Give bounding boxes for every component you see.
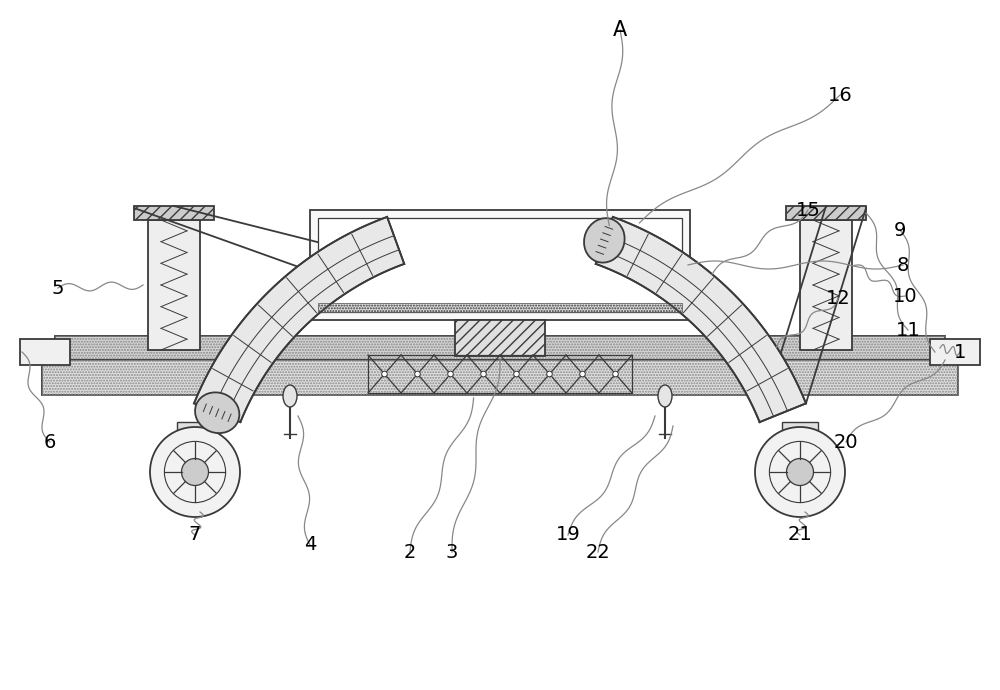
Bar: [148, 220, 200, 350]
Bar: [20, 339, 70, 365]
Text: 6: 6: [44, 433, 56, 451]
Bar: [930, 339, 980, 365]
Bar: [786, 206, 866, 220]
Bar: [782, 422, 818, 434]
Text: A: A: [613, 20, 627, 40]
Text: 11: 11: [896, 320, 920, 339]
Bar: [455, 320, 545, 356]
Bar: [55, 336, 945, 360]
Text: 8: 8: [897, 255, 909, 275]
Text: 19: 19: [556, 526, 580, 544]
Circle shape: [755, 427, 845, 517]
Bar: [368, 355, 632, 393]
Text: 20: 20: [834, 433, 858, 451]
Bar: [42, 360, 958, 395]
Text: 7: 7: [189, 526, 201, 544]
Bar: [310, 210, 690, 320]
Bar: [800, 220, 852, 350]
Circle shape: [382, 371, 387, 377]
Circle shape: [448, 371, 453, 377]
Circle shape: [514, 371, 519, 377]
Ellipse shape: [584, 218, 625, 263]
Circle shape: [182, 458, 209, 486]
Text: 22: 22: [586, 542, 610, 562]
Text: 16: 16: [828, 86, 852, 104]
Polygon shape: [596, 217, 806, 422]
Text: 1: 1: [954, 342, 966, 362]
Text: 5: 5: [52, 279, 64, 297]
Text: 4: 4: [304, 535, 316, 555]
Text: 2: 2: [404, 542, 416, 562]
Circle shape: [481, 371, 486, 377]
Text: 12: 12: [826, 288, 850, 308]
Bar: [318, 303, 682, 312]
Bar: [318, 218, 682, 312]
Bar: [177, 422, 213, 434]
Circle shape: [580, 371, 585, 377]
Circle shape: [547, 371, 552, 377]
Text: 3: 3: [446, 542, 458, 562]
Text: 10: 10: [893, 286, 917, 306]
Circle shape: [415, 371, 420, 377]
Bar: [55, 336, 945, 360]
Bar: [42, 360, 958, 395]
Polygon shape: [194, 217, 404, 422]
Ellipse shape: [658, 385, 672, 407]
Circle shape: [613, 371, 618, 377]
Ellipse shape: [283, 385, 297, 407]
Ellipse shape: [195, 393, 239, 433]
Text: 21: 21: [788, 526, 812, 544]
Circle shape: [150, 427, 240, 517]
Circle shape: [786, 458, 814, 486]
Bar: [134, 206, 214, 220]
Text: 15: 15: [796, 201, 820, 219]
Text: 9: 9: [894, 221, 906, 239]
